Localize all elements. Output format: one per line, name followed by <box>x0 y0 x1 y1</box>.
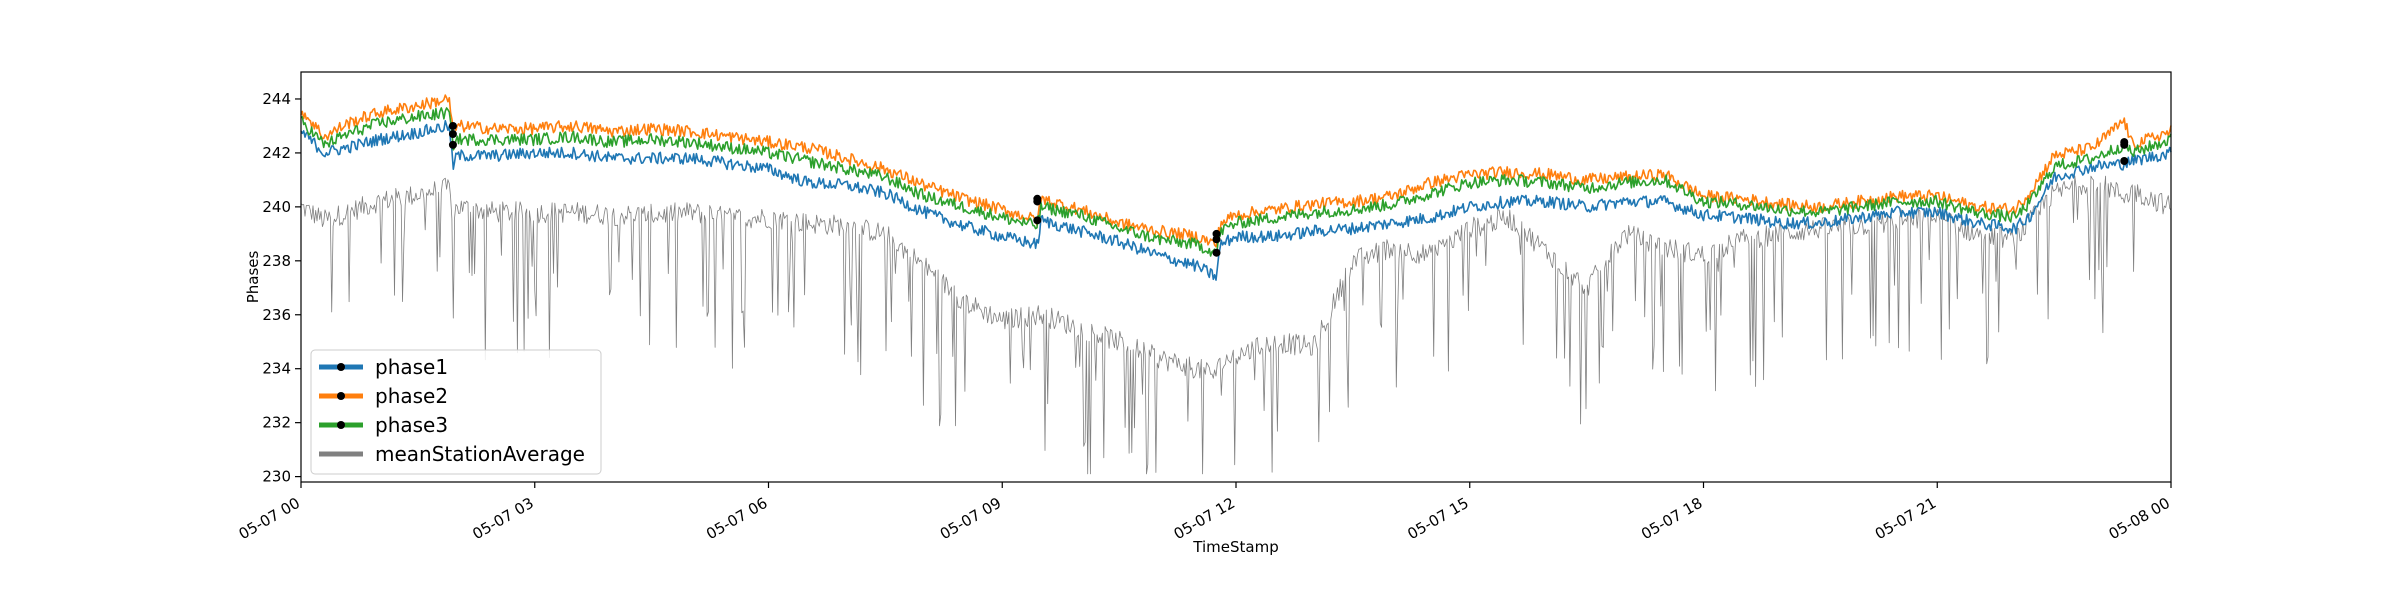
x-tick-label: 05-07 03 <box>469 494 536 543</box>
x-tick-label: 05-07 21 <box>1872 494 1939 543</box>
series-line-phase2 <box>300 94 2172 248</box>
y-tick-label: 234 <box>262 360 291 378</box>
x-axis-ticks: 05-07 00 05-07 03 05-07 06 05-07 09 05-07 12… <box>236 482 2173 543</box>
legend-label-meanStationAverage: meanStationAverage <box>375 442 585 466</box>
legend-label-phase1: phase1 <box>375 355 448 379</box>
series-layer <box>300 94 2172 475</box>
marker-phase2 <box>448 121 457 130</box>
legend-label-phase3: phase3 <box>375 413 448 437</box>
y-tick-label: 242 <box>262 144 291 162</box>
x-tick-label: 05-07 06 <box>703 494 770 543</box>
legend: phase1 phase2 phase3 meanStationAverage <box>310 349 602 475</box>
series-line-meanStationAverage <box>300 175 2172 475</box>
marker-layer <box>448 121 2129 257</box>
x-tick-label: 05-07 12 <box>1171 494 1238 543</box>
legend-box <box>310 349 602 475</box>
y-tick-label: 236 <box>262 306 291 324</box>
series-line-phase3 <box>300 107 2172 257</box>
marker-phase1 <box>1212 248 1221 257</box>
marker-phase1 <box>448 140 457 149</box>
x-tick-label: 05-07 09 <box>937 494 1004 543</box>
y-axis-label: Phases <box>244 251 262 304</box>
marker-phase3 <box>2120 140 2129 149</box>
x-tick-label: 05-07 00 <box>236 494 303 543</box>
y-axis-ticks: 230 232 234 236 238 240 242 244 <box>262 90 301 486</box>
legend-label-phase2: phase2 <box>375 384 448 408</box>
series-line-phase1 <box>300 120 2172 281</box>
marker-phase1 <box>2120 157 2129 166</box>
marker-phase3 <box>1033 197 1042 206</box>
marker-phase3 <box>1212 235 1221 244</box>
legend-marker-phase1 <box>337 363 345 371</box>
x-tick-label: 05-07 15 <box>1404 494 1471 543</box>
y-tick-label: 240 <box>262 198 291 216</box>
x-axis-label: TimeStamp <box>1192 538 1278 556</box>
legend-marker-phase3 <box>337 421 345 429</box>
y-tick-label: 230 <box>262 468 291 486</box>
y-tick-label: 232 <box>262 414 291 432</box>
x-tick-label: 05-08 00 <box>2106 494 2173 543</box>
y-tick-label: 238 <box>262 252 291 270</box>
marker-phase3 <box>448 130 457 139</box>
marker-phase1 <box>1033 216 1042 225</box>
x-tick-label: 05-07 18 <box>1638 494 1705 543</box>
legend-marker-phase2 <box>337 392 345 400</box>
y-tick-label: 244 <box>262 90 291 108</box>
